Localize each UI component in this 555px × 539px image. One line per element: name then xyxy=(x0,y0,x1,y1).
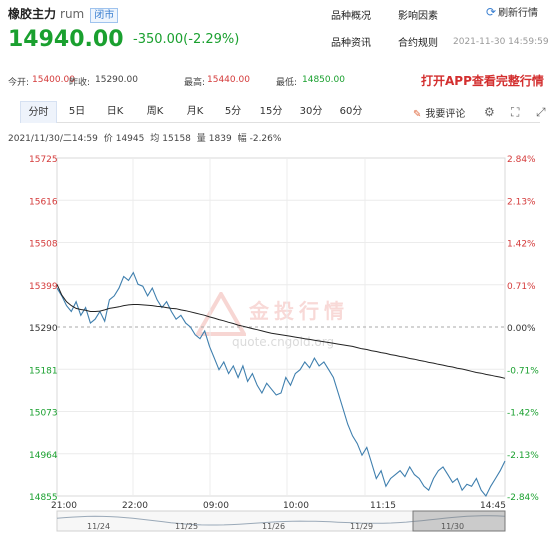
link-factors[interactable]: 影响因素 xyxy=(398,11,438,22)
average-price-line xyxy=(56,284,506,379)
settings-icon[interactable]: ⚙ xyxy=(484,105,495,119)
navigator-date-label: 11/26 xyxy=(262,522,285,531)
high-value: 15440.00 xyxy=(207,75,250,85)
navigator-date-label: 11/30 xyxy=(441,522,464,531)
info-pct-label: 幅 xyxy=(237,134,247,144)
edit-icon: ✎ xyxy=(413,109,422,120)
prev-close-value: 15290.00 xyxy=(95,75,138,85)
y-tick-label: 15616 xyxy=(29,197,58,207)
navigator-selection xyxy=(412,510,506,532)
tab-daily-k[interactable]: 日K xyxy=(106,106,124,117)
info-time: 2021/11/30/二14:59 xyxy=(8,134,98,144)
low-value: 14850.00 xyxy=(302,75,345,85)
low-label: 最低: xyxy=(276,78,298,88)
price-change: -350.00(-2.29%) xyxy=(133,32,240,47)
info-pct: -2.26% xyxy=(249,134,282,144)
info-avg: 15158 xyxy=(162,134,191,144)
x-tick-label: 11:15 xyxy=(370,501,396,511)
pct-tick-label: 2.13% xyxy=(507,197,536,207)
link-overview[interactable]: 品种概况 xyxy=(331,11,371,22)
y-tick-label: 15399 xyxy=(29,282,58,292)
pct-tick-label: 0.00% xyxy=(507,324,536,334)
tab-weekly-k[interactable]: 周K xyxy=(146,106,164,117)
y-tick-label: 14855 xyxy=(29,493,58,503)
cursor-info: 2021/11/30/二14:59 价 14945 均 15158 量 1839 幅-… xyxy=(8,131,284,144)
intraday-chart[interactable]: 15725 2.84% 15616 2.13% 15508 1.42% 15399 0.71%… xyxy=(0,145,555,539)
price-line xyxy=(56,271,506,498)
y-tick-label: 15181 xyxy=(29,366,58,376)
refresh-button[interactable]: ⟳ 刷新行情 xyxy=(486,4,538,19)
y-tick-label: 15290 xyxy=(29,324,58,334)
refresh-label: 刷新行情 xyxy=(498,8,539,19)
y-tick-label: 14964 xyxy=(29,451,58,461)
comment-button[interactable]: ✎ 我要评论 xyxy=(413,105,465,120)
x-tick-label: 10:00 xyxy=(283,501,309,511)
tab-5min[interactable]: 5分 xyxy=(224,106,242,117)
tab-60min[interactable]: 60分 xyxy=(339,106,363,117)
navigator-date-label: 11/25 xyxy=(175,522,198,531)
info-vol-label: 量 xyxy=(196,134,206,144)
y-tick-label: 15073 xyxy=(29,409,58,419)
watermark-url: quote.cngold.org xyxy=(232,335,335,349)
navigator-date-label: 11/24 xyxy=(87,522,110,531)
comment-label: 我要评论 xyxy=(425,109,466,120)
period-tabs: 分时 5日 日K 周K 月K 5分 15分 30分 60分 xyxy=(20,101,540,123)
pct-tick-label: 0.71% xyxy=(507,282,536,292)
prev-close-label: 昨收: xyxy=(69,78,91,88)
instrument-code: rum xyxy=(60,7,85,21)
tab-monthly-k[interactable]: 月K xyxy=(186,106,204,117)
open-value: 15400.00 xyxy=(32,75,75,85)
info-price: 14945 xyxy=(115,134,145,144)
pct-tick-label: -1.42% xyxy=(507,409,539,419)
pct-tick-label: 1.42% xyxy=(507,240,536,250)
tab-intraday[interactable]: 分时 xyxy=(20,101,57,123)
navigator-sparkline xyxy=(56,515,506,526)
instrument-name: 橡胶主力 xyxy=(8,7,57,21)
refresh-icon: ⟳ xyxy=(486,5,497,19)
pct-tick-label: 2.84% xyxy=(507,155,536,165)
open-app-link[interactable]: 打开APP查看完整行情 xyxy=(421,74,544,88)
link-rules[interactable]: 合约规则 xyxy=(398,38,438,49)
y-tick-label: 15725 xyxy=(29,155,58,165)
x-tick-label: 22:00 xyxy=(122,501,148,511)
info-vol: 1839 xyxy=(208,134,232,144)
fullscreen-icon[interactable]: ⛶ xyxy=(511,105,520,119)
current-price: 14940.00 xyxy=(8,27,124,52)
pct-tick-label: -2.84% xyxy=(507,493,539,503)
instrument-title: 橡胶主力 rum 闭市 xyxy=(8,5,119,23)
quote-timestamp: 2021-11-30 14:59:59 xyxy=(453,37,549,47)
high-label: 最高: xyxy=(184,78,206,88)
watermark-text: 金投行情 xyxy=(249,299,349,323)
info-price-label: 价 xyxy=(103,134,113,144)
open-label: 今开: xyxy=(8,78,30,88)
tab-30min[interactable]: 30分 xyxy=(299,106,323,117)
tab-5day[interactable]: 5日 xyxy=(68,106,86,117)
info-avg-label: 均 xyxy=(150,134,160,144)
pct-tick-label: -0.71% xyxy=(507,366,539,376)
navigator-date-label: 11/29 xyxy=(350,522,373,531)
x-tick-label: 09:00 xyxy=(203,501,229,511)
y-tick-label: 15508 xyxy=(29,240,58,250)
pct-tick-label: -2.13% xyxy=(507,451,539,461)
link-news[interactable]: 品种资讯 xyxy=(331,38,371,49)
expand-icon[interactable]: ⤢ xyxy=(536,105,546,119)
x-tick-label: 14:45 xyxy=(480,501,506,511)
x-tick-label: 21:00 xyxy=(51,501,77,511)
market-status-badge: 闭市 xyxy=(90,8,119,23)
tab-15min[interactable]: 15分 xyxy=(259,106,283,117)
